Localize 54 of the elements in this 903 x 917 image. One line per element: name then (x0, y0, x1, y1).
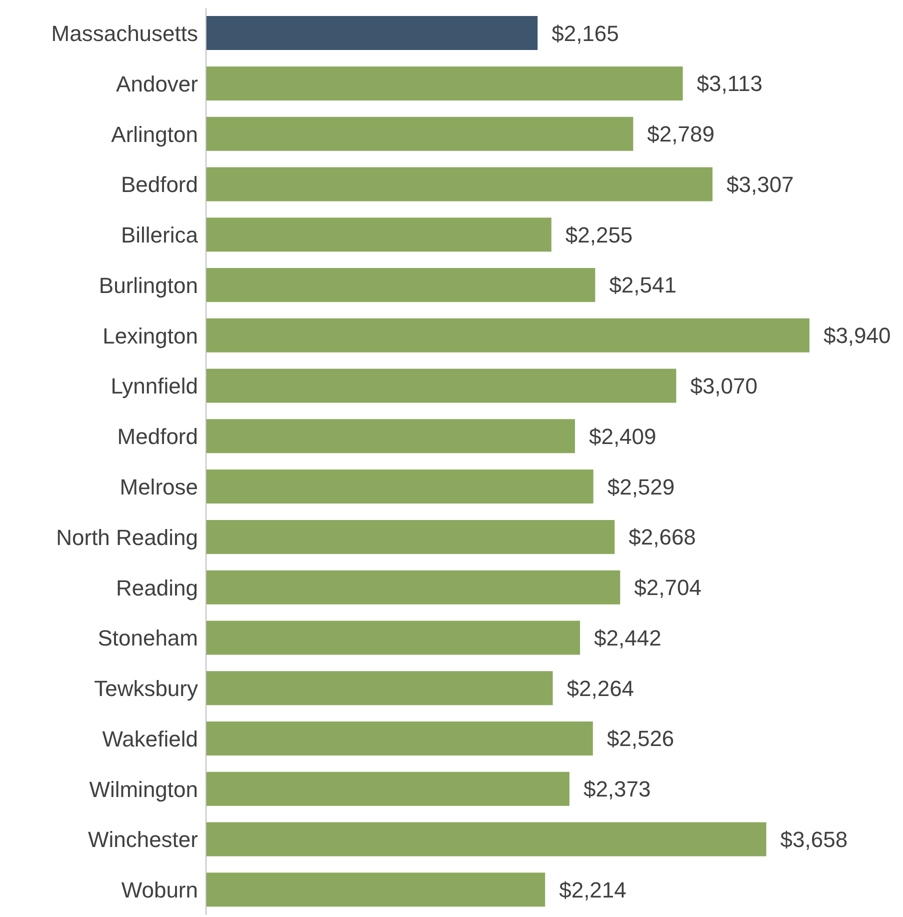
data-label: $2,704 (634, 575, 702, 600)
y-tick-label: Andover (116, 71, 198, 96)
bar (206, 722, 593, 756)
data-label: $2,264 (566, 676, 634, 701)
bar (206, 772, 570, 806)
bar (206, 368, 676, 403)
data-label: $2,541 (609, 272, 676, 298)
data-label: $2,789 (647, 122, 714, 147)
data-label: $3,940 (823, 323, 891, 348)
bar (206, 218, 552, 252)
bar (206, 570, 620, 604)
bar (206, 470, 594, 504)
y-tick-label: Stoneham (98, 626, 198, 651)
y-tick-label: Reading (116, 575, 198, 600)
bar (206, 268, 596, 302)
bar (206, 419, 575, 454)
data-label: $2,526 (606, 726, 674, 752)
data-label: $2,442 (594, 625, 662, 650)
data-label: $2,255 (565, 222, 633, 248)
y-tick-label: Tewksbury (94, 676, 198, 702)
y-tick-label: North Reading (56, 524, 198, 550)
y-tick-label: Medford (117, 424, 198, 450)
data-label: $2,165 (552, 20, 619, 46)
bar (206, 620, 580, 655)
bar (206, 822, 766, 856)
y-tick-label: Massachusetts (51, 21, 198, 46)
data-label: $3,113 (696, 71, 762, 96)
bar (206, 167, 713, 202)
bar (206, 16, 538, 50)
y-tick-label: Wakefield (102, 726, 198, 752)
y-tick-label: Winchester (88, 827, 198, 852)
data-label: $2,668 (628, 524, 696, 550)
y-tick-label: Bedford (120, 172, 198, 198)
y-tick-label: Lynnfield (110, 374, 198, 399)
bar (206, 872, 546, 907)
data-label: $2,409 (588, 424, 656, 449)
y-tick-label: Arlington (111, 122, 198, 147)
bar (206, 671, 553, 706)
data-label: $2,529 (607, 474, 675, 500)
data-label: $3,658 (780, 826, 848, 852)
y-tick-label: Woburn (121, 878, 198, 903)
y-tick-label: Wilmington (89, 776, 198, 802)
bar (206, 318, 810, 352)
data-label: $3,070 (690, 373, 758, 398)
y-tick-label: Melrose (120, 474, 198, 500)
y-tick-label: Billerica (120, 222, 199, 248)
bar (206, 116, 634, 151)
data-label: $2,373 (583, 776, 651, 802)
data-label: $3,307 (726, 172, 794, 197)
y-tick-label: Burlington (98, 272, 198, 298)
data-label: $2,214 (559, 877, 626, 902)
y-tick-label: Lexington (102, 323, 198, 348)
bar (206, 66, 683, 100)
bar (206, 520, 615, 554)
